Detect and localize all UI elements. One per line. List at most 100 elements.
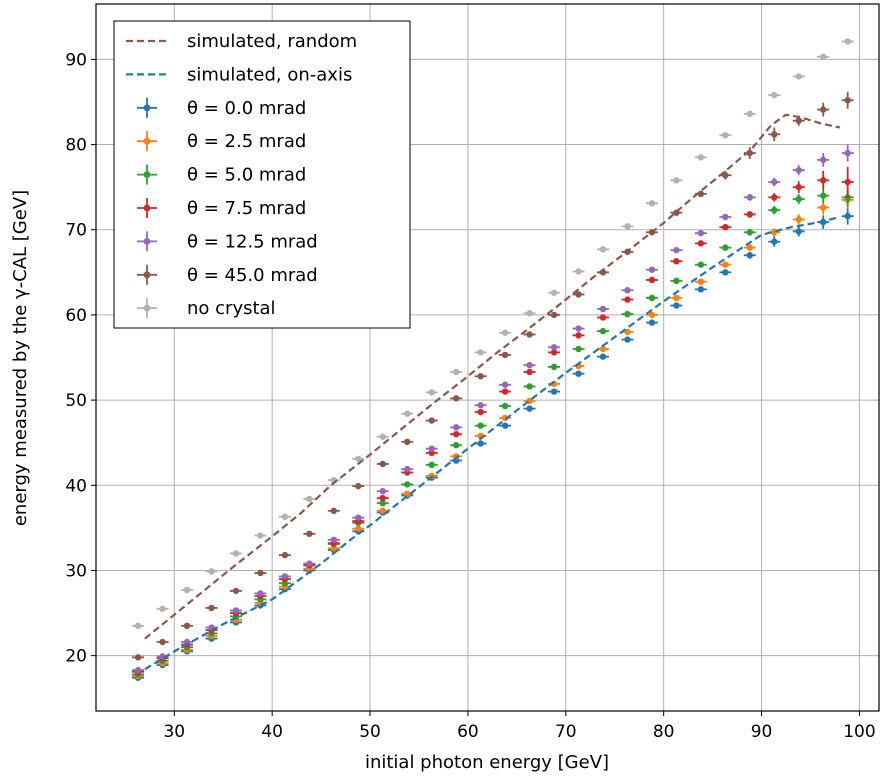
data-point [792, 226, 805, 237]
y-tick-label: 50 [65, 391, 87, 411]
series-line [144, 113, 841, 640]
legend-entry: θ = 5.0 mrad [137, 164, 306, 186]
legend-label: θ = 7.5 mrad [187, 198, 306, 219]
legend-label: θ = 5.0 mrad [187, 165, 306, 186]
data-point [596, 305, 609, 313]
data-point [768, 177, 781, 187]
data-point [621, 223, 634, 230]
data-point [523, 368, 536, 376]
x-tick-label: 100 [843, 722, 875, 742]
data-point [205, 604, 218, 612]
data-point [841, 166, 854, 198]
data-point [596, 345, 609, 353]
data-point [450, 430, 463, 438]
data-point [596, 314, 609, 321]
y-tick-label: 70 [65, 221, 87, 241]
data-point [694, 240, 707, 247]
data-point [499, 402, 512, 410]
data-point [156, 638, 169, 646]
data-point [278, 551, 291, 559]
data-point [425, 417, 438, 424]
data-point [841, 144, 854, 162]
data-point [523, 405, 536, 412]
legend-entry: simulated, on-axis [126, 64, 352, 85]
data-point [278, 573, 291, 580]
data-point [254, 532, 267, 539]
data-point [670, 258, 683, 265]
data-point [719, 244, 732, 251]
data-point [817, 102, 830, 117]
y-tick-label: 30 [65, 561, 87, 581]
data-point [694, 278, 707, 285]
data-point [327, 536, 340, 543]
data-point [841, 38, 854, 45]
data-point [450, 424, 463, 431]
data-point [670, 177, 683, 184]
y-tick-label: 20 [65, 647, 87, 667]
data-point [572, 325, 585, 332]
data-point [645, 200, 658, 207]
data-point [303, 560, 316, 567]
series-points [132, 38, 854, 630]
data-point [425, 389, 438, 396]
data-point [548, 344, 561, 351]
legend-box [113, 20, 411, 329]
legend-swatch [137, 264, 157, 285]
data-point [719, 269, 732, 276]
data-point [694, 154, 707, 161]
x-tick-label: 90 [751, 722, 773, 742]
data-point [645, 319, 658, 326]
y-axis-ticks: 20 30 40 50 60 70 80 90 [65, 50, 96, 667]
x-tick-label: 50 [359, 722, 381, 742]
data-point [352, 525, 365, 532]
data-point [156, 605, 169, 612]
data-point [376, 499, 389, 507]
data-point [425, 461, 438, 469]
legend-entry: θ = 2.5 mrad [137, 131, 306, 152]
data-point [572, 345, 585, 353]
data-point [523, 310, 536, 317]
x-tick-label: 80 [653, 722, 675, 742]
data-point [229, 607, 242, 614]
data-point [499, 381, 512, 388]
data-point [670, 302, 683, 309]
y-axis-label: energy measured by the γ-CAL [GeV] [10, 190, 31, 526]
data-point [474, 408, 487, 416]
data-point [768, 127, 781, 142]
data-point [768, 91, 781, 99]
data-point [694, 261, 707, 268]
data-point [719, 261, 732, 268]
data-point [694, 229, 707, 237]
data-point [645, 266, 658, 273]
data-point [474, 373, 487, 380]
data-point [670, 277, 683, 285]
y-tick-label: 40 [65, 476, 87, 496]
data-point [743, 193, 756, 201]
data-point [474, 402, 487, 409]
legend-label: θ = 2.5 mrad [187, 131, 306, 152]
data-point [841, 91, 854, 109]
data-point [499, 351, 512, 359]
x-axis-label: initial photon energy [GeV] [365, 752, 609, 773]
legend-swatch [137, 231, 157, 252]
legend-label: θ = 45.0 mrad [187, 265, 318, 286]
data-point [768, 236, 781, 247]
plot-area [132, 38, 854, 681]
data-point [768, 193, 781, 202]
data-point [303, 495, 316, 503]
series-points [132, 91, 854, 661]
data-point [401, 410, 414, 417]
legend-label: θ = 0.0 mrad [187, 98, 306, 119]
data-point [817, 53, 830, 61]
legend-label: no crystal [187, 298, 276, 319]
data-point [670, 246, 683, 254]
x-tick-label: 30 [163, 722, 185, 742]
data-point [792, 164, 805, 176]
data-point [548, 363, 561, 371]
data-point [450, 395, 463, 402]
data-point [621, 287, 634, 294]
data-point [817, 170, 830, 190]
data-point [596, 327, 609, 335]
data-point [303, 530, 316, 538]
data-point [181, 622, 194, 630]
